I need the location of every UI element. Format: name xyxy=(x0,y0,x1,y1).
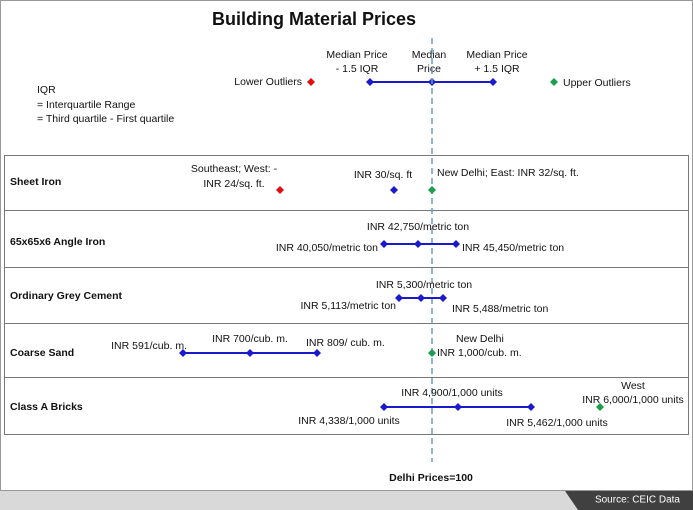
legend-marker xyxy=(550,78,558,86)
baseline-label: Delhi Prices=100 xyxy=(389,472,473,484)
row-name: 65x65x6 Angle Iron xyxy=(10,236,105,248)
price-label: INR 5,462/1,000 units xyxy=(506,417,608,429)
frame xyxy=(0,0,693,491)
note: = Third quartile - First quartile xyxy=(37,113,174,125)
row-name: Ordinary Grey Cement xyxy=(10,290,123,302)
marker xyxy=(390,186,398,194)
price-label: INR 1,000/cub. m. xyxy=(437,347,522,359)
price-label: INR 591/cub. m. xyxy=(111,340,187,352)
price-label: INR 45,450/metric ton xyxy=(462,242,564,254)
row-name: Coarse Sand xyxy=(10,347,74,359)
price-label: New Delhi xyxy=(456,333,504,345)
legend-label: + 1.5 IQR xyxy=(474,63,520,75)
price-label: New Delhi; East: INR 32/sq. ft. xyxy=(437,167,579,179)
title: Building Material Prices xyxy=(212,9,416,29)
marker xyxy=(380,403,535,411)
note: IQR xyxy=(37,84,56,96)
price-label: INR 42,750/metric ton xyxy=(367,221,469,233)
price-label: INR 4,338/1,000 units xyxy=(298,415,400,427)
marker xyxy=(380,240,460,248)
legend-label: Upper Outliers xyxy=(563,77,631,89)
marker xyxy=(179,349,321,357)
marker xyxy=(596,403,604,411)
note: = Interquartile Range xyxy=(37,99,136,111)
legend-label: Median xyxy=(412,49,447,61)
price-label: INR 809/ cub. m. xyxy=(306,337,385,349)
source: Source: CEIC Data xyxy=(595,495,680,506)
legend-label: Lower Outliers xyxy=(234,76,302,88)
row-name: Class A Bricks xyxy=(10,401,83,413)
footer-source-box xyxy=(565,491,693,510)
legend-label: Price xyxy=(417,63,441,75)
marker xyxy=(276,186,284,194)
price-label: INR 30/sq. ft xyxy=(354,169,412,181)
legend: Lower Outliers Median Price - 1.5 IQR Me… xyxy=(234,49,630,89)
price-label: Southeast; West: - xyxy=(191,163,278,175)
price-label: INR 24/sq. ft. xyxy=(203,178,264,190)
legend-label: - 1.5 IQR xyxy=(336,63,379,75)
price-label: INR 6,000/1,000 units xyxy=(582,394,684,406)
price-label: West xyxy=(621,380,645,392)
marker xyxy=(428,349,436,357)
price-label: INR 5,300/metric ton xyxy=(376,279,472,291)
price-label: INR 4,900/1,000 units xyxy=(401,387,503,399)
row-name: Sheet Iron xyxy=(10,176,61,188)
price-label: INR 40,050/metric ton xyxy=(276,242,378,254)
legend-marker xyxy=(307,78,315,86)
marker xyxy=(395,294,447,302)
price-label: INR 5,113/metric ton xyxy=(300,300,396,312)
footer-band xyxy=(0,491,578,510)
price-label: INR 5,488/metric ton xyxy=(452,303,548,315)
legend-label: Median Price xyxy=(466,49,527,61)
marker xyxy=(428,186,436,194)
price-label: INR 700/cub. m. xyxy=(212,333,288,345)
legend-label: Median Price xyxy=(326,49,387,61)
row-boxes xyxy=(4,155,689,435)
